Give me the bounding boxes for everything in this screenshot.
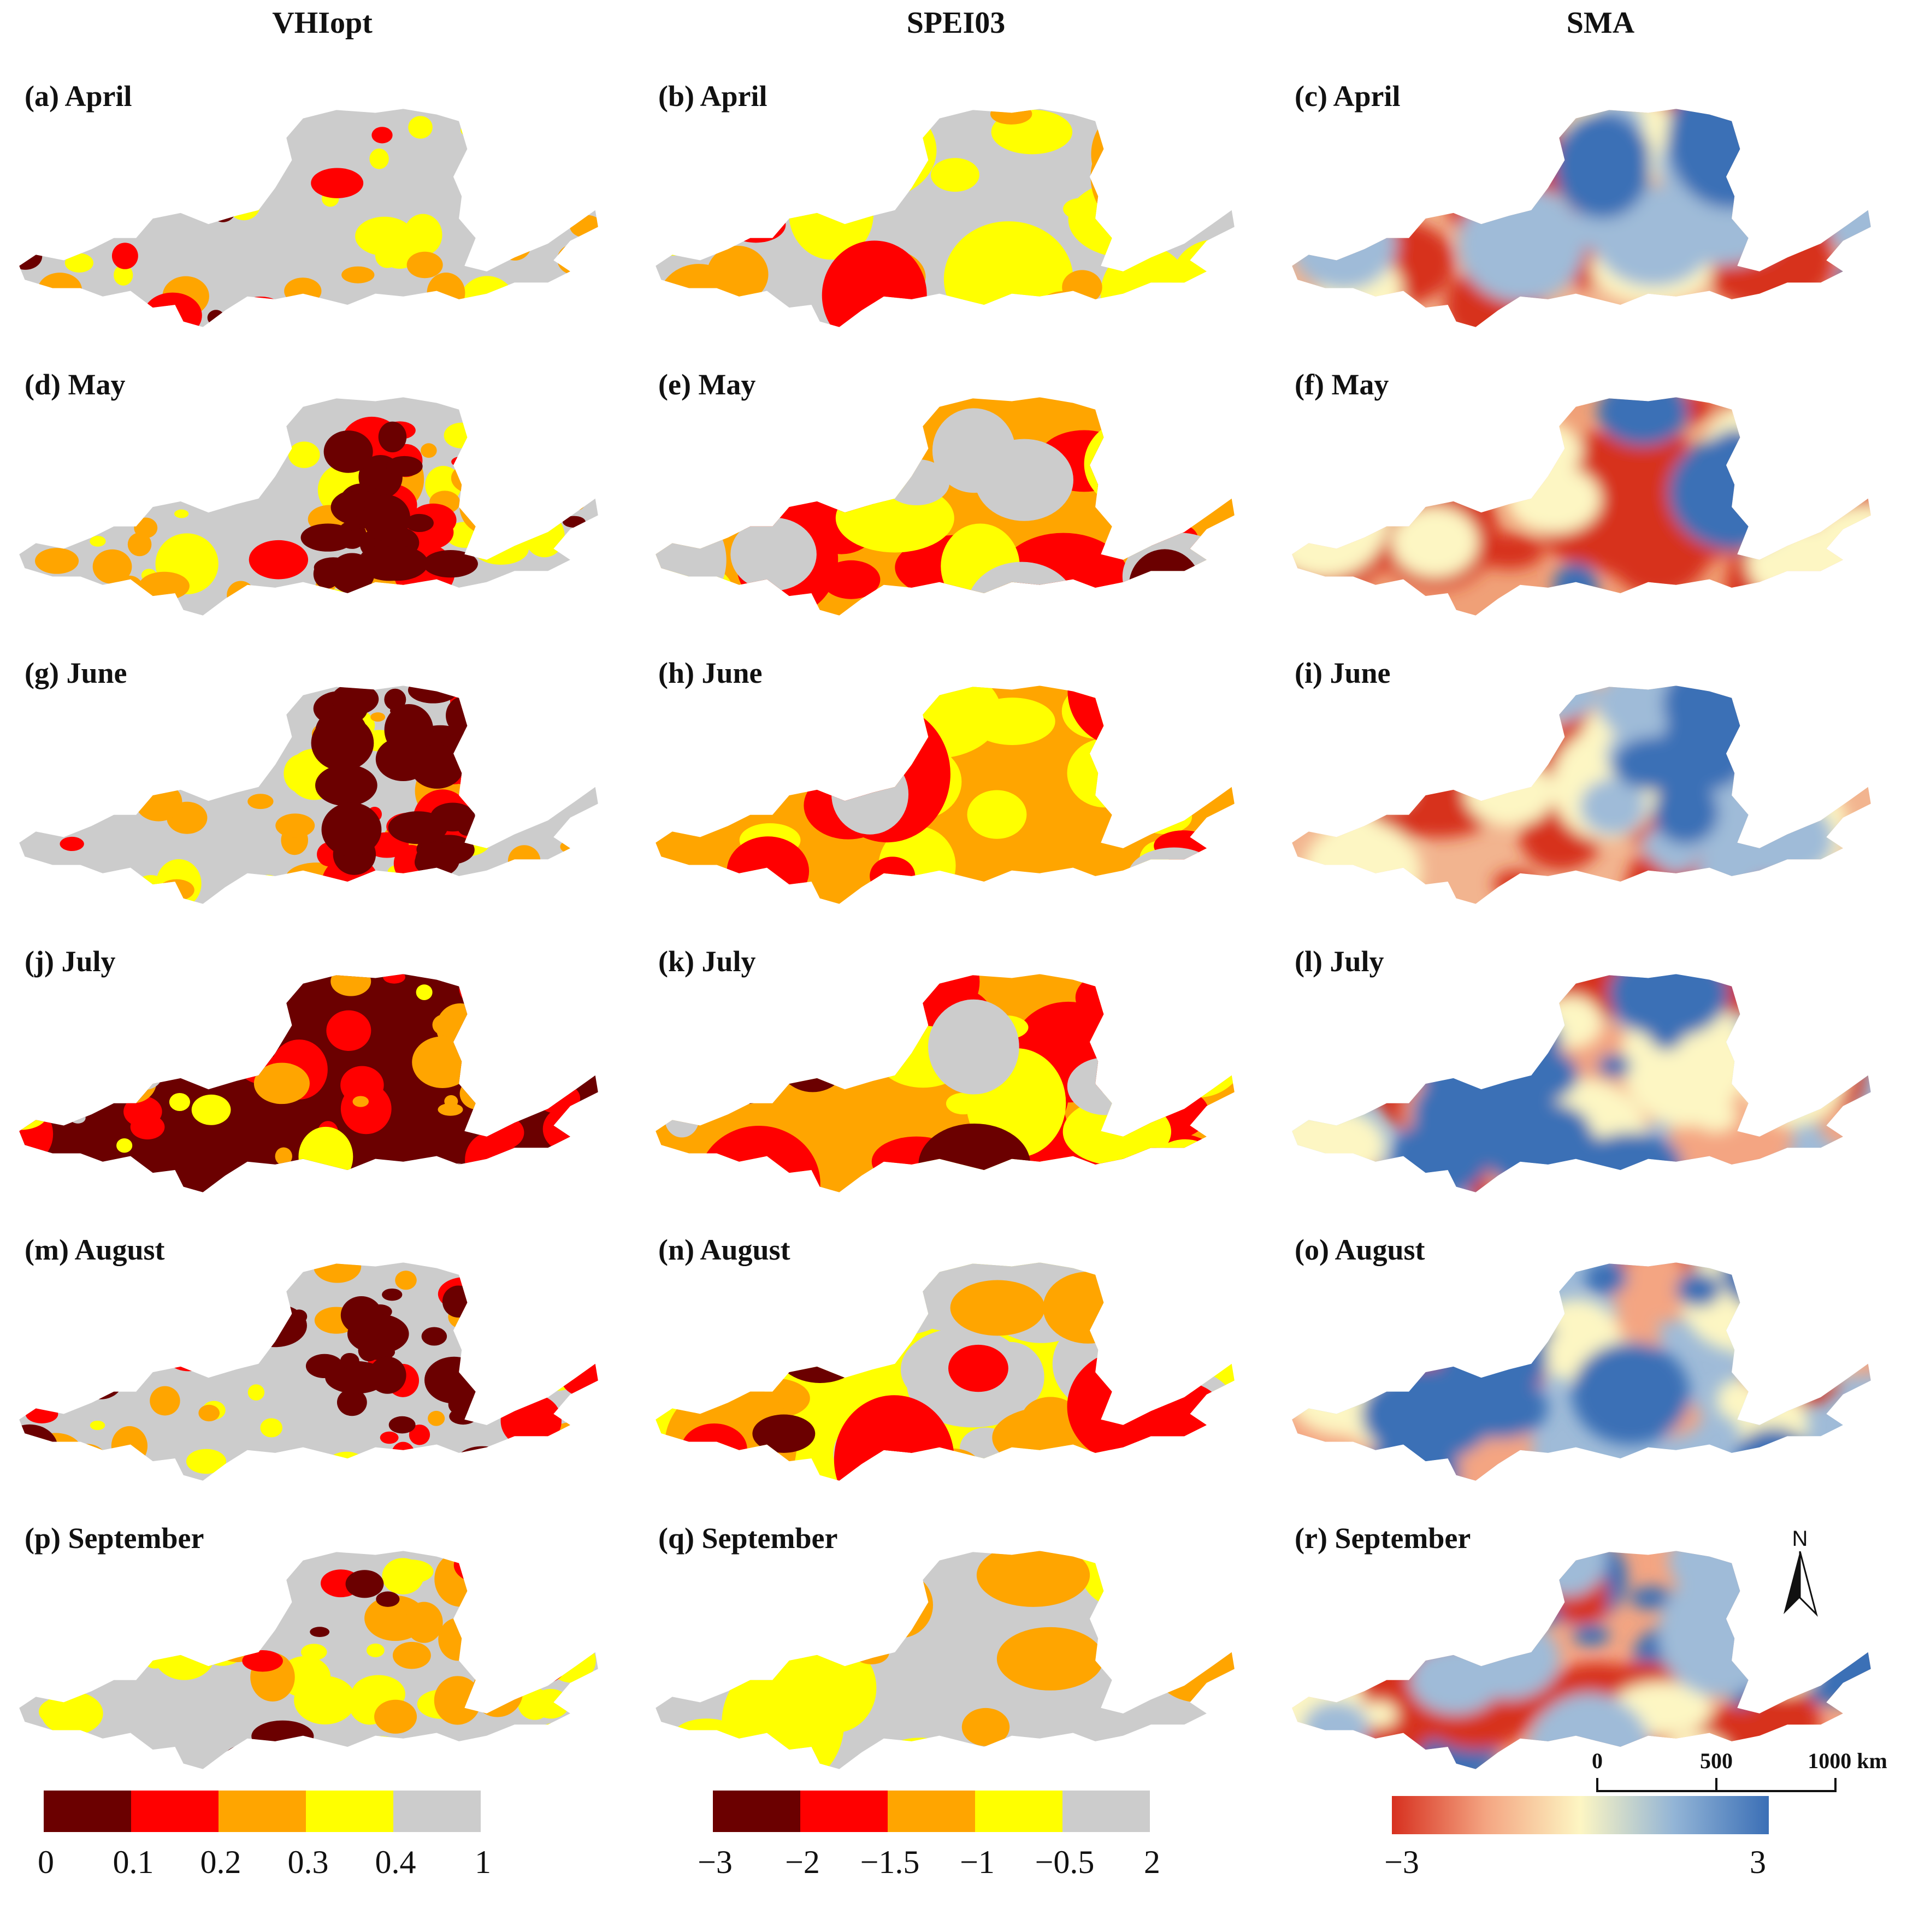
basin-map-spei xyxy=(656,1262,1235,1481)
vhi-legend-tick: 1 xyxy=(475,1844,491,1880)
north-arrow-icon xyxy=(1784,1551,1818,1617)
column-title-spei03: SPEI03 xyxy=(906,6,1006,40)
basin-map-sma xyxy=(1292,686,1871,904)
scale-label-0: 0 xyxy=(1592,1748,1603,1773)
panel-label: (d) May xyxy=(25,368,126,401)
spei-legend-tick: −0.5 xyxy=(1035,1844,1095,1880)
vhi-legend-tick: 0.1 xyxy=(113,1844,154,1880)
legend-class-box xyxy=(44,1791,131,1832)
panel-label: (r) September xyxy=(1295,1522,1471,1555)
panel-label: (l) July xyxy=(1295,945,1384,978)
basin-map-spei xyxy=(656,686,1235,904)
spei-legend xyxy=(713,1791,1150,1832)
spei-legend-tick: 2 xyxy=(1144,1844,1160,1880)
legend-class-box xyxy=(131,1791,219,1832)
vhi-legend-tick: 0 xyxy=(38,1844,54,1880)
north-label: N xyxy=(1792,1527,1808,1551)
scale-bar-line xyxy=(1596,1778,1837,1792)
panel-label: (q) September xyxy=(658,1522,838,1555)
legend-class-box xyxy=(888,1791,975,1832)
sma-legend-tick: 3 xyxy=(1750,1844,1766,1880)
spei-legend-tick: −3 xyxy=(698,1844,733,1880)
panel-label: (p) September xyxy=(25,1522,204,1555)
legend-class-box xyxy=(800,1791,888,1832)
spei-legend-tick: −1.5 xyxy=(860,1844,920,1880)
panel-label: (k) July xyxy=(658,945,756,978)
legend-class-box xyxy=(306,1791,393,1832)
panel-label: (g) June xyxy=(25,657,127,689)
spei-legend-tick: −2 xyxy=(785,1844,820,1880)
panel-label: (o) August xyxy=(1295,1233,1425,1266)
scale-label-500: 500 xyxy=(1700,1748,1733,1773)
scale-label-1000km: 1000 km xyxy=(1808,1748,1887,1773)
panel-label: (i) June xyxy=(1295,657,1391,689)
panel-label: (n) August xyxy=(658,1233,790,1266)
panel-label: (f) May xyxy=(1295,368,1389,401)
panel-label: (a) April xyxy=(25,80,132,113)
legend-class-box xyxy=(713,1791,800,1832)
sma-legend xyxy=(1392,1796,1769,1834)
north-arrow: N xyxy=(1778,1527,1822,1620)
legend-class-box xyxy=(393,1791,481,1832)
vhi-legend-tick: 0.4 xyxy=(375,1844,416,1880)
sma-legend-gradient-bar xyxy=(1392,1796,1769,1834)
basin-map-sma xyxy=(1292,397,1871,616)
basin-map-vhi xyxy=(19,1262,598,1481)
panel-label: (m) August xyxy=(25,1233,165,1266)
basin-map-sma xyxy=(1292,109,1871,327)
basin-map-spei xyxy=(656,397,1235,616)
vhi-legend-tick: 0.3 xyxy=(287,1844,329,1880)
spei-legend-tick: −1 xyxy=(960,1844,995,1880)
basin-map-vhi xyxy=(19,109,598,327)
basin-map-vhi xyxy=(19,1551,598,1769)
panel-label: (c) April xyxy=(1295,80,1401,113)
vhi-legend xyxy=(44,1791,481,1832)
panel-label: (j) July xyxy=(25,945,116,978)
legend-class-box xyxy=(1062,1791,1150,1832)
basin-map-vhi xyxy=(19,686,598,904)
panel-label: (e) May xyxy=(658,368,756,401)
basin-map-sma xyxy=(1292,974,1871,1192)
basin-map-spei xyxy=(656,1551,1235,1769)
basin-map-sma xyxy=(1292,1262,1871,1481)
panel-label: (h) June xyxy=(658,657,763,689)
panel-label: (b) April xyxy=(658,80,767,113)
basin-map-sma xyxy=(1292,1551,1871,1769)
column-title-vhiopt: VHIopt xyxy=(272,6,373,40)
scale-bar xyxy=(1595,1762,1841,1800)
basin-map-vhi xyxy=(19,397,598,616)
sma-legend-tick: −3 xyxy=(1384,1844,1419,1880)
column-title-sma: SMA xyxy=(1566,6,1635,40)
vhi-legend-tick: 0.2 xyxy=(200,1844,241,1880)
basin-map-spei xyxy=(656,109,1235,327)
basin-map-spei xyxy=(656,974,1235,1192)
legend-class-box xyxy=(975,1791,1062,1832)
legend-class-box xyxy=(219,1791,306,1832)
basin-map-vhi xyxy=(19,974,598,1192)
